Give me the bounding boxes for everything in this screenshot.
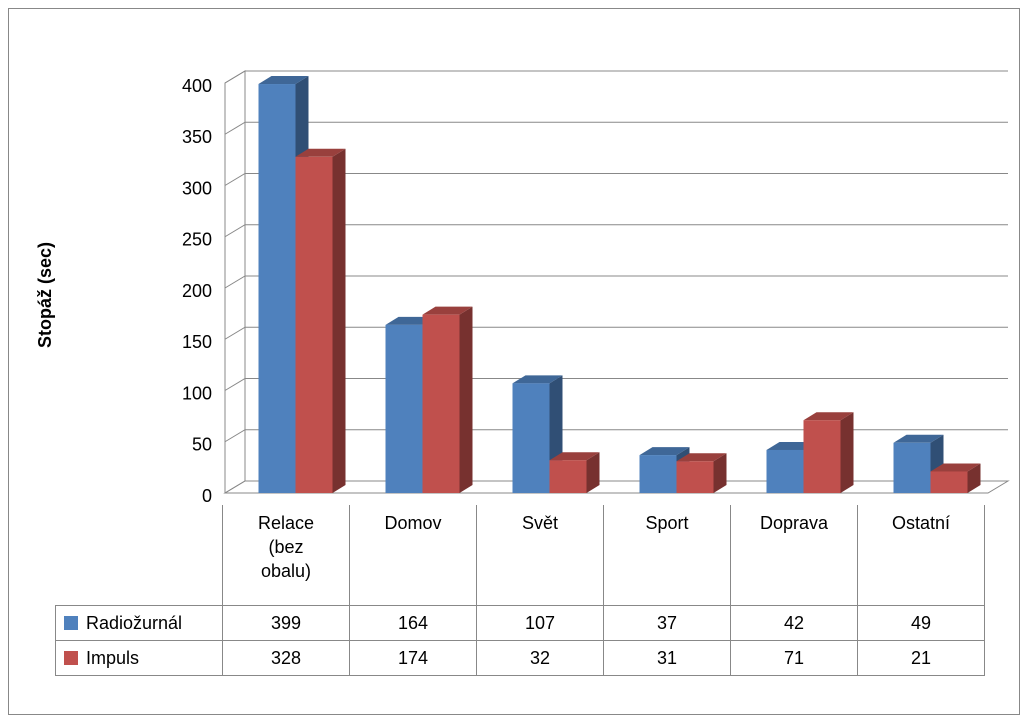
bar [893,442,931,493]
bar [639,455,677,493]
bar-top [258,76,309,85]
y-axis-label: Stopáž (sec) [35,242,55,348]
grid-line [224,224,1008,238]
bar-side [840,412,854,493]
bar [549,460,587,493]
grid-line [224,173,1008,186]
bar-side [967,463,981,493]
grid-line [224,275,1008,289]
bar-side [713,453,727,493]
grid-line [224,378,1008,391]
bar-top [676,453,727,462]
category-cell: Sport [603,505,731,606]
grid-line [224,121,1008,135]
value-cell: 21 [857,640,985,676]
grid-line [224,326,1008,340]
grid-line [224,70,1008,84]
legend-cell: Impuls [55,640,223,676]
bar-top [639,447,690,456]
bar-top [422,306,473,315]
category-cell: Domov [349,505,477,606]
value-cell: 31 [603,640,731,676]
bar [512,383,550,493]
legend-cell: Radiožurnál [55,605,223,641]
bar [803,420,841,493]
y-tick-label: 0 [202,486,212,506]
category-cell: Relace (bez obalu) [222,505,350,606]
y-tick-label: 400 [182,76,212,96]
bar [385,324,423,493]
y-tick-label: 250 [182,230,212,250]
y-tick-label: 150 [182,332,212,352]
value-cell: 399 [222,605,350,641]
y-tick-label: 200 [182,281,212,301]
value-cell: 71 [730,640,858,676]
bar-top [893,434,944,443]
value-cell: 42 [730,605,858,641]
bar [676,461,714,493]
chart-border [8,8,1020,715]
legend-swatch [64,616,78,630]
value-cell: 174 [349,640,477,676]
bar-side [459,306,473,493]
value-cell: 164 [349,605,477,641]
value-cell: 32 [476,640,604,676]
bar [766,449,804,493]
value-cell: 49 [857,605,985,641]
bar-top [803,412,854,421]
bar [258,84,296,494]
bar [295,156,333,494]
value-cell: 328 [222,640,350,676]
y-tick-label: 350 [182,127,212,147]
grid-line [224,480,1008,494]
legend-swatch [64,651,78,665]
y-tick-label: 100 [182,383,212,403]
bar-top [549,452,600,461]
value-cell: 37 [603,605,731,641]
bar-top [295,148,346,157]
category-cell: Ostatní [857,505,985,606]
bar-side [332,148,346,494]
category-cell: Svět [476,505,604,606]
value-cell: 107 [476,605,604,641]
bar-side [586,452,600,493]
bar-top [512,375,563,384]
bar [930,471,968,493]
y-tick-label: 300 [182,178,212,198]
category-cell: Doprava [730,505,858,606]
y-tick-label: 50 [192,435,212,455]
bar [422,314,460,493]
bar-top [930,463,981,472]
grid-line [224,429,1008,443]
